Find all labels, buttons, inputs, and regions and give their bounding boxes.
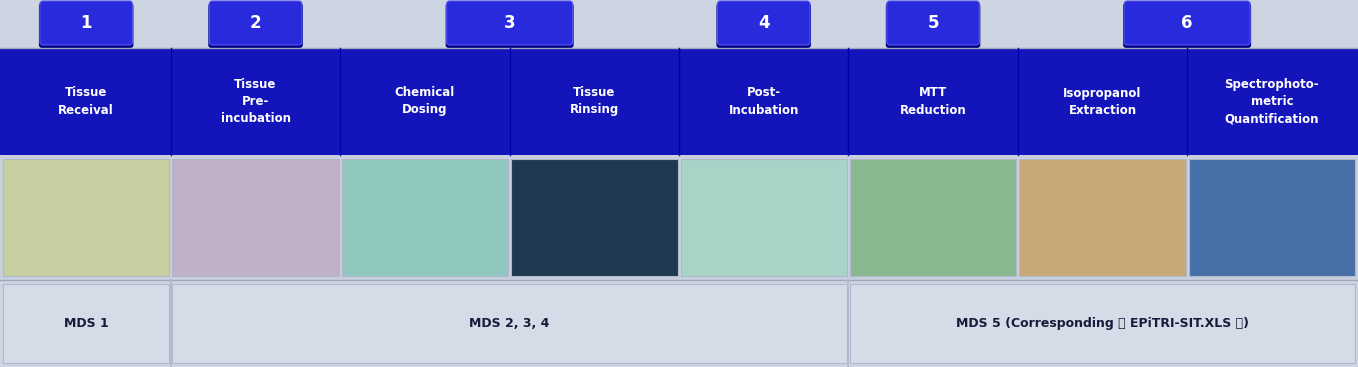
FancyBboxPatch shape [0,48,1358,155]
FancyBboxPatch shape [208,3,303,48]
FancyBboxPatch shape [0,155,1358,280]
FancyBboxPatch shape [1020,159,1186,276]
FancyBboxPatch shape [342,159,508,276]
Text: MTT
Reduction: MTT Reduction [900,87,967,116]
FancyBboxPatch shape [172,284,847,363]
FancyBboxPatch shape [717,3,811,48]
FancyBboxPatch shape [885,3,980,48]
FancyBboxPatch shape [39,1,133,45]
Text: Tissue
Rinsing: Tissue Rinsing [570,87,619,116]
Text: MDS 1: MDS 1 [64,317,109,330]
FancyBboxPatch shape [447,1,573,45]
FancyBboxPatch shape [0,0,1358,48]
Text: 3: 3 [504,14,516,32]
FancyBboxPatch shape [3,284,170,363]
Text: Spectrophotо-
metric
Quantification: Spectrophotо- metric Quantification [1225,78,1319,125]
FancyBboxPatch shape [511,159,678,276]
Text: Chemical
Dosing: Chemical Dosing [395,87,455,116]
Text: MDS 2, 3, 4: MDS 2, 3, 4 [470,317,550,330]
FancyBboxPatch shape [1188,159,1355,276]
Text: 2: 2 [250,14,261,32]
Text: Tissue
Receival: Tissue Receival [58,87,114,116]
Text: 5: 5 [928,14,938,32]
FancyBboxPatch shape [3,159,170,276]
Text: 4: 4 [758,14,770,32]
FancyBboxPatch shape [209,1,301,45]
FancyBboxPatch shape [445,3,573,48]
Text: 6: 6 [1181,14,1192,32]
FancyBboxPatch shape [39,3,133,48]
Text: MDS 5 (Corresponding 【 EPiTRI-SIT.XLS 】): MDS 5 (Corresponding 【 EPiTRI-SIT.XLS 】) [956,317,1249,330]
FancyBboxPatch shape [887,1,979,45]
FancyBboxPatch shape [680,159,847,276]
Text: Isopropanol
Extraction: Isopropanol Extraction [1063,87,1142,116]
FancyBboxPatch shape [850,284,1355,363]
FancyBboxPatch shape [717,1,809,45]
Text: 1: 1 [80,14,92,32]
FancyBboxPatch shape [0,280,1358,367]
FancyBboxPatch shape [1123,3,1251,48]
FancyBboxPatch shape [172,159,338,276]
Text: Post-
Incubation: Post- Incubation [728,87,799,116]
Text: Tissue
Pre-
incubation: Tissue Pre- incubation [220,78,291,125]
FancyBboxPatch shape [850,159,1016,276]
FancyBboxPatch shape [1124,1,1251,45]
